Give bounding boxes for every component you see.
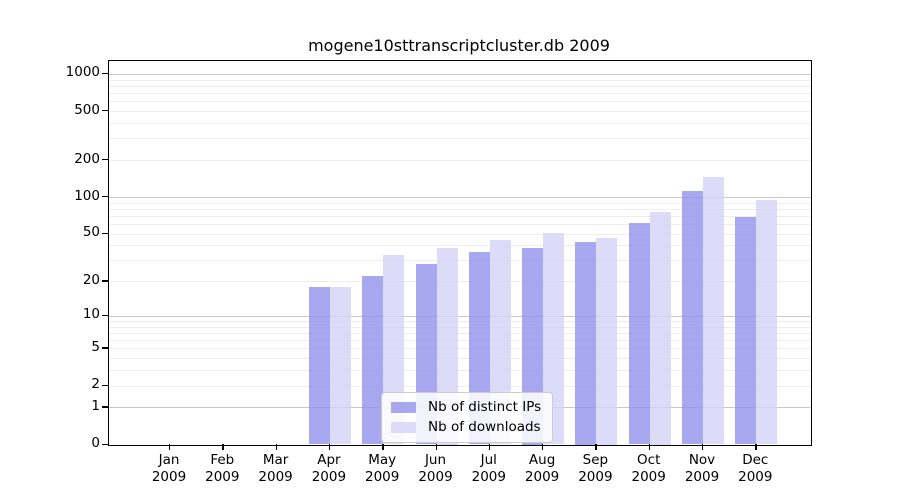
legend-label-downloads: Nb of downloads [428, 419, 541, 435]
minor-gridline [109, 385, 811, 387]
y-axis-tick [102, 72, 108, 75]
x-axis-tick [328, 444, 331, 450]
x-axis-tick [222, 444, 224, 450]
y-tick-label: 1 [91, 397, 100, 414]
bar-distinct-ips-apr [308, 286, 330, 445]
x-axis-tick [648, 444, 651, 450]
y-tick-label: 5 [91, 338, 100, 355]
y-tick-label: 200 [74, 150, 100, 167]
minor-gridline [109, 208, 811, 210]
bar-distinct-ips-dec [735, 217, 757, 445]
minor-gridline [109, 370, 811, 372]
legend-row-distinct-ips: Nb of distinct IPs [391, 400, 541, 415]
minor-gridline [109, 93, 811, 95]
x-axis-tick [702, 444, 704, 450]
x-tick-label: Mar 2009 [258, 452, 293, 485]
bar-distinct-ips-nov [682, 190, 703, 445]
minor-gridline [109, 281, 811, 283]
minor-gridline [109, 160, 811, 162]
minor-gridline [109, 245, 811, 247]
x-axis-tick [542, 444, 544, 450]
bar-downloads-apr [329, 286, 351, 445]
x-tick-label: May 2009 [365, 452, 400, 485]
y-tick-label: 0 [91, 435, 100, 451]
y-axis-tick [102, 196, 108, 198]
x-axis-tick [382, 444, 384, 450]
y-tick-label: 100 [74, 187, 100, 204]
y-tick-label: 20 [82, 271, 100, 288]
bar-distinct-ips-sep [575, 241, 597, 445]
y-tick-label: 500 [74, 101, 100, 118]
minor-gridline [109, 224, 811, 225]
minor-gridline [109, 101, 811, 103]
minor-gridline [109, 233, 811, 235]
y-axis-tick [102, 406, 108, 408]
minor-gridline [109, 85, 811, 87]
bar-downloads-oct [649, 211, 671, 445]
legend-swatch-downloads [391, 422, 416, 433]
y-tick-label: 2 [91, 376, 100, 393]
y-axis-tick [102, 347, 108, 349]
y-axis-tick [102, 314, 108, 317]
x-axis-tick [488, 444, 491, 450]
x-tick-label: Sep 2009 [578, 452, 613, 485]
y-axis-tick [102, 384, 108, 386]
minor-gridline [109, 358, 811, 360]
minor-gridline [109, 333, 811, 334]
bar-downloads-aug [543, 232, 565, 445]
minor-gridline [109, 260, 811, 262]
minor-gridline [109, 123, 811, 124]
bar-downloads-sep [596, 238, 618, 445]
x-tick-label: Apr 2009 [311, 452, 347, 485]
y-axis-tick [102, 110, 108, 112]
x-axis-tick [595, 444, 597, 450]
x-tick-label: Jul 2009 [471, 452, 506, 485]
x-tick-label: Jun 2009 [418, 452, 453, 485]
y-axis-tick [102, 232, 108, 234]
bar-distinct-ips-may [362, 276, 384, 445]
major-gridline [109, 197, 811, 198]
minor-gridline [109, 340, 811, 342]
minor-gridline [109, 348, 811, 350]
x-tick-label: Aug 2009 [524, 452, 560, 485]
minor-gridline [109, 321, 811, 322]
y-axis-tick [102, 159, 108, 161]
plot-area: Nb of distinct IPs Nb of downloads [108, 60, 812, 446]
x-tick-label: Feb 2009 [205, 452, 240, 485]
x-tick-label: Nov 2009 [684, 452, 720, 485]
major-gridline [109, 73, 811, 75]
minor-gridline [109, 138, 811, 140]
legend-row-downloads: Nb of downloads [391, 420, 541, 435]
y-tick-label: 1000 [65, 64, 100, 81]
legend: Nb of distinct IPs Nb of downloads [381, 392, 554, 443]
x-axis-tick [275, 444, 277, 450]
minor-gridline [109, 79, 811, 81]
x-axis-tick [435, 444, 437, 450]
major-gridline [109, 315, 811, 317]
x-axis-tick [755, 444, 757, 450]
y-tick-label: 50 [82, 224, 100, 241]
x-tick-label: Jan 2009 [151, 452, 187, 485]
x-tick-label: Dec 2009 [738, 452, 773, 485]
minor-gridline [109, 215, 811, 217]
bar-distinct-ips-oct [628, 223, 650, 445]
minor-gridline [109, 202, 811, 204]
chart-title: mogene10sttranscriptcluster.db 2009 [308, 36, 610, 55]
bar-downloads-nov [703, 176, 724, 445]
y-tick-label: 10 [82, 306, 100, 323]
legend-label-distinct-ips: Nb of distinct IPs [428, 399, 542, 415]
legend-swatch-distinct-ips [391, 402, 416, 413]
x-axis-tick [169, 444, 171, 450]
y-axis-tick [102, 443, 108, 445]
y-axis-tick [102, 280, 108, 282]
minor-gridline [109, 111, 811, 113]
x-tick-label: Oct 2009 [631, 452, 666, 485]
bar-downloads-dec [756, 199, 778, 445]
minor-gridline [109, 326, 811, 328]
